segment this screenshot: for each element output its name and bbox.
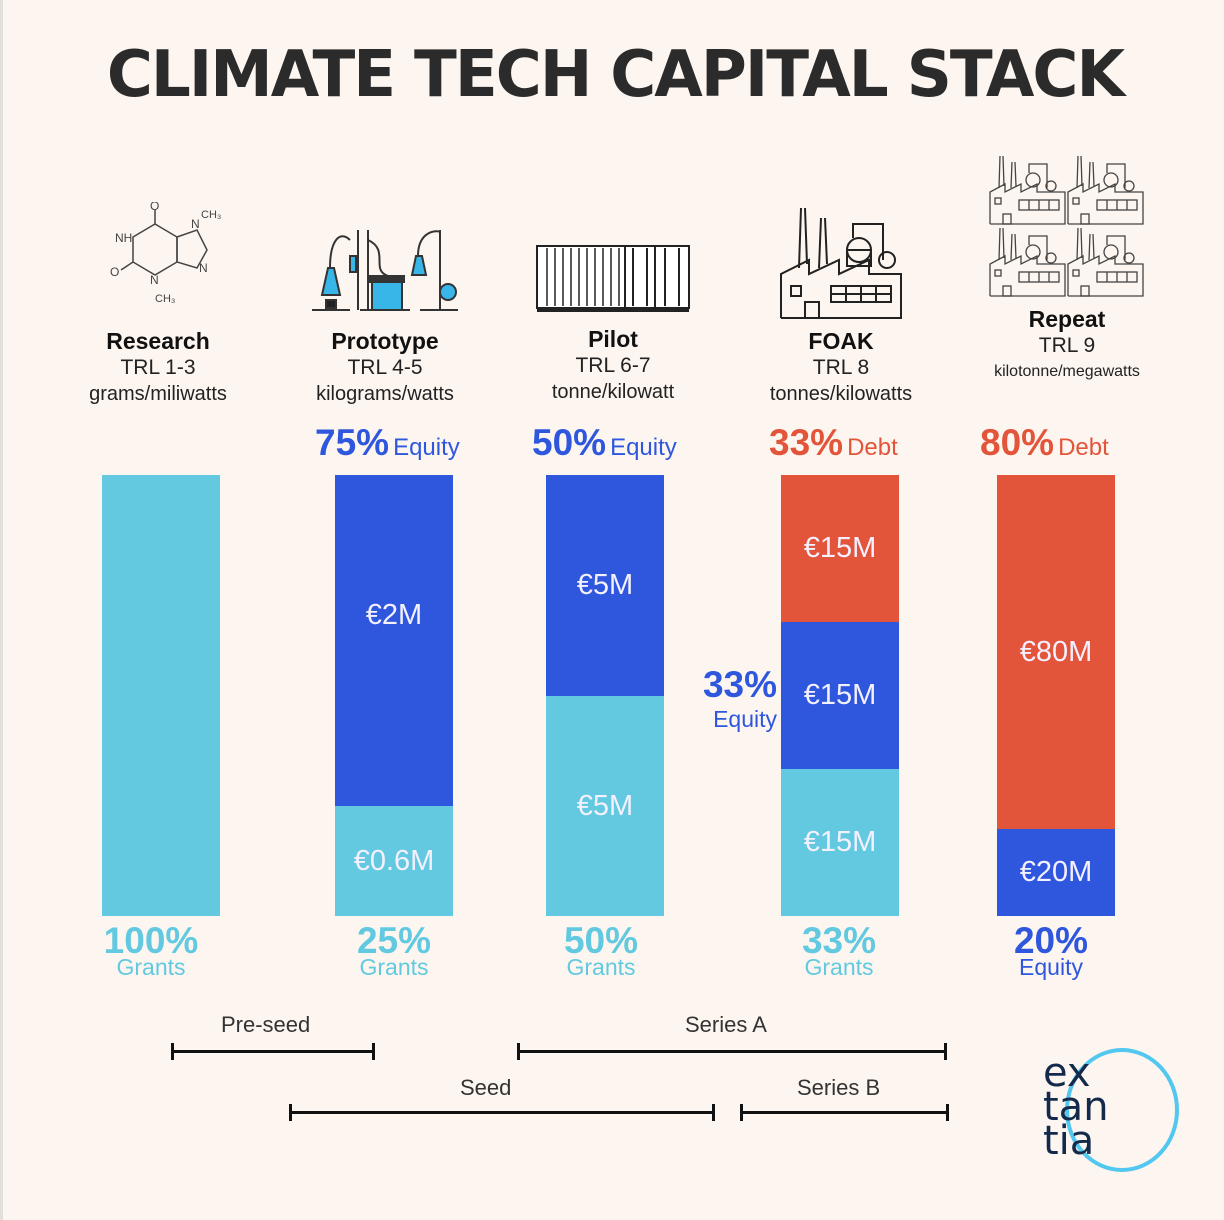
bottom-label-repeat: 20% Equity bbox=[981, 920, 1121, 980]
bottom-label-kind: Grants bbox=[359, 954, 429, 980]
stage-name: Pilot bbox=[588, 326, 638, 352]
segment-equity: €2M bbox=[335, 475, 453, 806]
bottom-label-pct: 50% bbox=[563, 920, 639, 961]
bottom-label-kind: Grants bbox=[566, 954, 636, 980]
logo-line: tan bbox=[1043, 1084, 1109, 1130]
bottom-label-pct: 25% bbox=[356, 920, 432, 961]
bottom-label-research: 100% Grants bbox=[81, 920, 221, 980]
bottom-label-prototype: 25% Grants bbox=[324, 920, 464, 980]
round-label-series-a: Series A bbox=[685, 1012, 767, 1037]
caffeine-molecule-icon: O O NH N CH₃ N CH₃ N bbox=[48, 170, 268, 320]
round-bracket-seed bbox=[289, 1104, 715, 1121]
side-label-kind: Equity bbox=[713, 706, 777, 732]
logo-ring-icon bbox=[1065, 1048, 1179, 1172]
stage-foak: FOAK TRL 8 tonnes/kilowatts bbox=[731, 170, 951, 407]
stage-scale: kilograms/watts bbox=[316, 383, 454, 405]
round-label-pre-seed: Pre-seed bbox=[221, 1012, 311, 1037]
segment-grants: €15M bbox=[781, 769, 899, 916]
svg-text:O: O bbox=[150, 202, 159, 213]
stage-scale: tonnes/kilowatts bbox=[769, 383, 913, 405]
stage-name: FOAK bbox=[808, 328, 874, 354]
round-bracket-pre-seed bbox=[171, 1043, 375, 1060]
stage-scale: grams/miliwatts bbox=[89, 383, 227, 405]
segment-equity: €15M bbox=[781, 622, 899, 769]
segment-debt: €15M bbox=[781, 475, 899, 622]
top-label-pilot: 50% Equity bbox=[532, 422, 677, 464]
segment-debt: €80M bbox=[997, 475, 1115, 829]
bottom-label-kind: Grants bbox=[804, 954, 874, 980]
stage-trl: TRL 1-3 bbox=[120, 356, 196, 379]
svg-text:CH₃: CH₃ bbox=[201, 209, 221, 221]
top-label-pct: 50% bbox=[532, 422, 607, 463]
page-title: CLIMATE TECH CAPITAL STACK bbox=[106, 38, 1125, 112]
svg-text:CH₃: CH₃ bbox=[155, 293, 175, 305]
side-label-foak-equity: 33% Equity bbox=[683, 664, 777, 732]
top-label-pct: 75% bbox=[315, 422, 390, 463]
segment-grants bbox=[102, 475, 220, 916]
bottom-label-pct: 20% bbox=[1013, 920, 1089, 961]
stage-name: Repeat bbox=[1028, 306, 1106, 332]
top-label-kind: Debt bbox=[847, 434, 898, 461]
bar-foak: €15M €15M €15M bbox=[781, 475, 899, 916]
factory-icon bbox=[731, 170, 951, 320]
bottom-label-foak: 33% Grants bbox=[769, 920, 909, 980]
stage-trl: TRL 9 bbox=[1038, 334, 1096, 357]
stage-repeat: Repeat TRL 9 kilotonne/megawatts bbox=[957, 150, 1177, 385]
extantia-logo: ex tan tia bbox=[1043, 1048, 1183, 1178]
logo-line: ex bbox=[1043, 1050, 1091, 1096]
bottom-label-kind: Equity bbox=[1019, 954, 1083, 980]
shipping-container-icon bbox=[503, 168, 723, 318]
svg-text:N: N bbox=[199, 261, 208, 275]
multiple-factories-icon bbox=[957, 150, 1177, 298]
svg-text:O: O bbox=[110, 265, 119, 279]
bottom-label-pct: 33% bbox=[801, 920, 877, 961]
stage-scale: tonne/kilowatt bbox=[551, 381, 675, 403]
stage-prototype: Prototype TRL 4-5 kilograms/watts bbox=[275, 170, 495, 407]
top-label-kind: Debt bbox=[1058, 434, 1109, 461]
logo-text: ex tan tia bbox=[1043, 1050, 1109, 1164]
top-label-repeat: 80% Debt bbox=[980, 422, 1109, 464]
stage-name: Prototype bbox=[331, 328, 439, 354]
round-label-seed: Seed bbox=[460, 1075, 512, 1100]
bottom-label-kind: Grants bbox=[116, 954, 186, 980]
round-bracket-series-a bbox=[517, 1043, 947, 1060]
svg-text:N: N bbox=[191, 217, 200, 231]
top-label-prototype: 75% Equity bbox=[315, 422, 460, 464]
stage-name: Research bbox=[106, 328, 210, 354]
stage-trl: TRL 8 bbox=[812, 356, 870, 379]
logo-line: tia bbox=[1043, 1118, 1095, 1164]
top-label-pct: 33% bbox=[769, 422, 844, 463]
bottom-label-pilot: 50% Grants bbox=[531, 920, 671, 980]
segment-equity: €20M bbox=[997, 829, 1115, 916]
segment-equity: €5M bbox=[546, 475, 664, 696]
bar-pilot: €5M €5M bbox=[546, 475, 664, 916]
stage-trl: TRL 4-5 bbox=[347, 356, 423, 379]
stage-trl: TRL 6-7 bbox=[575, 354, 651, 377]
segment-grants: €5M bbox=[546, 696, 664, 916]
svg-text:NH: NH bbox=[115, 231, 132, 245]
round-bracket-series-b bbox=[740, 1104, 949, 1121]
top-label-kind: Equity bbox=[610, 434, 677, 461]
top-label-pct: 80% bbox=[980, 422, 1055, 463]
stage-pilot: Pilot TRL 6-7 tonne/kilowatt bbox=[503, 168, 723, 405]
bar-prototype: €2M €0.6M bbox=[335, 475, 453, 916]
stage-research: O O NH N CH₃ N CH₃ N Research TRL 1-3 gr… bbox=[48, 170, 268, 407]
bottom-label-pct: 100% bbox=[103, 920, 199, 961]
svg-text:N: N bbox=[150, 273, 159, 287]
top-label-kind: Equity bbox=[393, 434, 460, 461]
top-label-foak: 33% Debt bbox=[769, 422, 898, 464]
stage-scale: kilotonne/megawatts bbox=[994, 363, 1140, 380]
round-label-series-b: Series B bbox=[797, 1075, 881, 1100]
bar-research bbox=[102, 475, 220, 916]
bar-repeat: €80M €20M bbox=[997, 475, 1115, 916]
lab-equipment-icon bbox=[275, 170, 495, 320]
segment-grants: €0.6M bbox=[335, 806, 453, 916]
side-label-pct: 33% bbox=[702, 664, 777, 705]
